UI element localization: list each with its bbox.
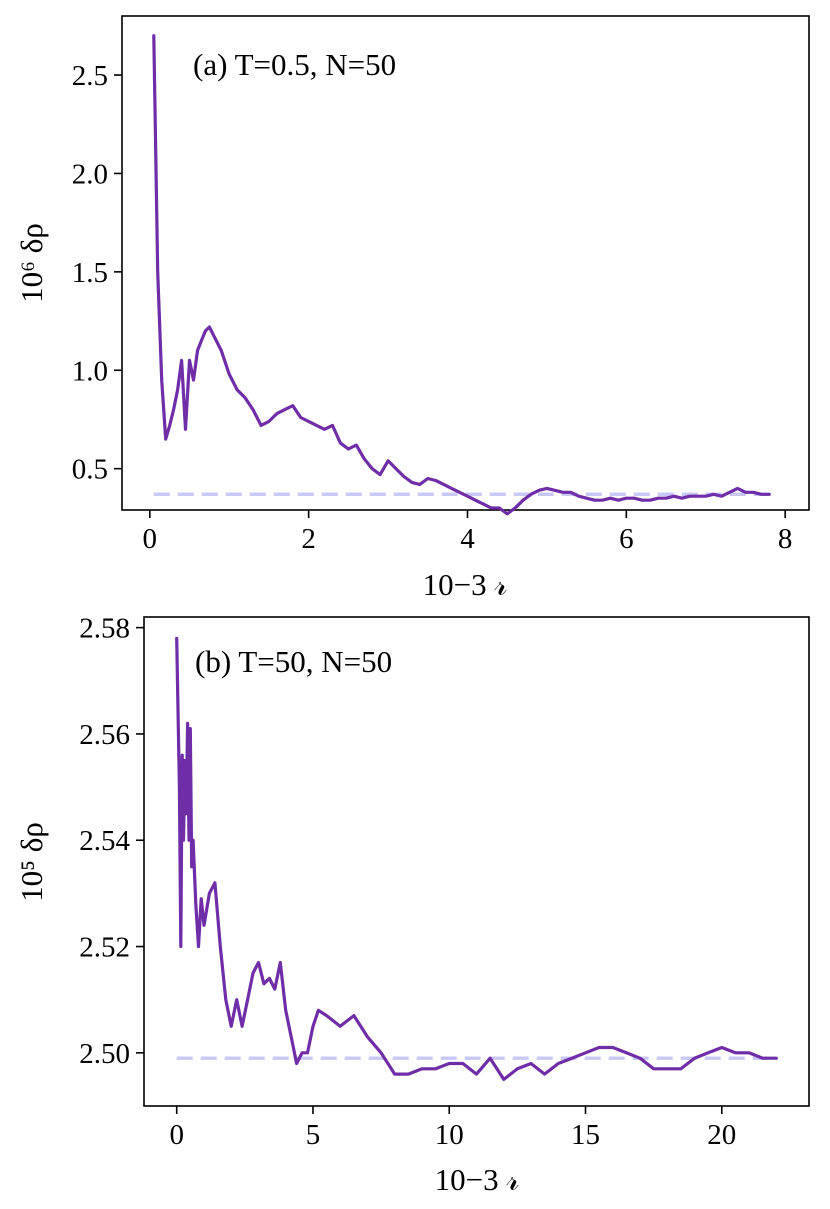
x-tick-label: 5 [306,1119,321,1151]
y-axis-label-a: 10⁶ δρ [14,223,49,303]
x-tick-label: 10 [435,1119,464,1151]
y-tick-label: 1.0 [72,355,108,387]
y-tick-label: 0.5 [72,454,108,486]
x-tick-label: 8 [778,523,793,555]
y-tick-label: 2.5 [72,60,108,92]
y-tick-label: 2.56 [79,719,130,751]
y-tick-label: 2.54 [79,825,130,857]
x-tick-label: 4 [460,523,475,555]
x-axis-label-a: 10−3 𝓇 [423,567,508,602]
x-axis-label-b: 10−3 𝓇 [435,1162,520,1197]
series-line-a [152,34,771,516]
y-tick-label: 1.5 [72,257,108,289]
y-tick-label: 2.58 [79,613,130,645]
y-tick-label: 2.0 [72,158,108,190]
panel-b: 0 5 10 15 20 2.50 2.52 2.54 2.56 2.58 10−3 𝓇 10⁵ … [14,613,810,1197]
tick-group-a: 0 2 4 6 8 0.5 1.0 1.5 2.0 2.5 [72,60,793,555]
x-tick-label: 6 [619,523,634,555]
plot-frame-a [121,15,810,511]
x-tick-label: 2 [301,523,316,555]
y-axis-label-b: 10⁵ δρ [14,822,49,902]
panel-annotation-b: (b) T=50, N=50 [195,644,392,679]
y-tick-label: 2.52 [79,932,130,964]
plot-frame-b [143,616,810,1107]
x-tick-label: 0 [169,1119,184,1151]
series-line-b [175,636,778,1082]
y-tick-label: 2.50 [79,1038,130,1070]
panel-a: 0 2 4 6 8 0.5 1.0 1.5 2.0 2.5 10−3 𝓇 10⁶ δρ (a) T… [14,15,810,602]
x-tick-label: 20 [707,1119,736,1151]
panel-annotation-a: (a) T=0.5, N=50 [193,47,396,82]
tick-group-b: 0 5 10 15 20 2.50 2.52 2.54 2.56 2.58 [79,613,736,1151]
x-tick-label: 15 [571,1119,600,1151]
x-tick-label: 0 [143,523,158,555]
